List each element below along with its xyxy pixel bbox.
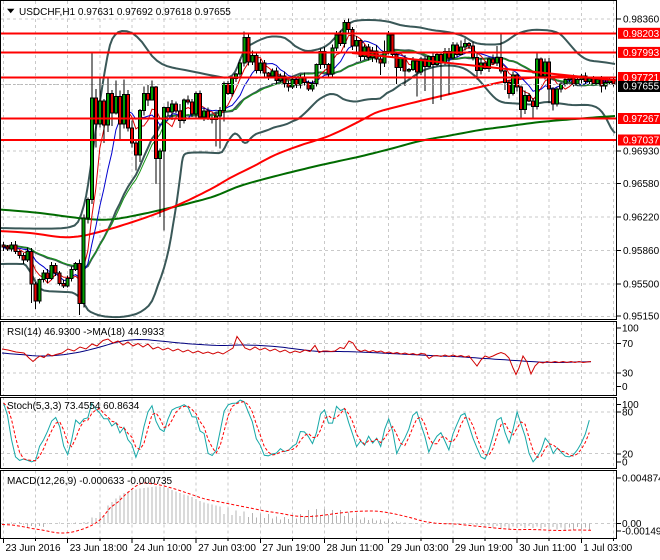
svg-text:24 Jun 10:00: 24 Jun 10:00 — [134, 543, 192, 554]
svg-text:MACD(12,26,9) -0.000633 -0.000: MACD(12,26,9) -0.000633 -0.000735 — [7, 476, 173, 487]
svg-text:0.95150: 0.95150 — [623, 312, 660, 323]
svg-text:29 Jun 03:00: 29 Jun 03:00 — [391, 543, 449, 554]
svg-text:0: 0 — [622, 382, 628, 393]
svg-text:70: 70 — [622, 339, 634, 350]
svg-text:0.97267: 0.97267 — [623, 114, 660, 125]
svg-text:0.96580: 0.96580 — [623, 179, 660, 190]
svg-text:0.97721: 0.97721 — [623, 73, 660, 84]
svg-text:0.97037: 0.97037 — [623, 136, 660, 147]
svg-text:Stoch(5,3,3) 73.4554 60.8634: Stoch(5,3,3) 73.4554 60.8634 — [7, 401, 140, 412]
svg-text:0.004874: 0.004874 — [622, 474, 660, 485]
svg-text:30 Jun 11:00: 30 Jun 11:00 — [519, 543, 577, 554]
svg-text:0.97655: 0.97655 — [623, 82, 660, 93]
svg-text:20: 20 — [622, 450, 634, 461]
svg-text:0.00: 0.00 — [622, 519, 642, 530]
svg-text:0: 0 — [622, 457, 628, 468]
svg-text:29 Jun 19:00: 29 Jun 19:00 — [455, 543, 513, 554]
svg-text:30: 30 — [622, 369, 634, 380]
svg-text:0.98360: 0.98360 — [623, 15, 660, 26]
svg-text:100: 100 — [622, 400, 639, 411]
svg-text:0.98203: 0.98203 — [623, 29, 660, 40]
svg-text:80: 80 — [622, 408, 634, 419]
svg-text:1 Jul 03:00: 1 Jul 03:00 — [583, 543, 632, 554]
svg-text:28 Jun 11:00: 28 Jun 11:00 — [327, 543, 385, 554]
svg-text:23 Jun 18:00: 23 Jun 18:00 — [70, 543, 128, 554]
svg-text:100: 100 — [622, 324, 639, 335]
svg-text:27 Jun 03:00: 27 Jun 03:00 — [198, 543, 256, 554]
svg-text:23 Jun 2016: 23 Jun 2016 — [6, 543, 61, 554]
svg-text:RSI(14) 46.9300 ->MA(18) 44.9: RSI(14) 46.9300 ->MA(18) 44.9933 — [7, 327, 164, 338]
svg-text:0.97993: 0.97993 — [623, 48, 660, 59]
svg-text:0.95860: 0.95860 — [623, 246, 660, 257]
svg-text:0.95500: 0.95500 — [623, 280, 660, 291]
svg-text:0.96930: 0.96930 — [623, 147, 660, 158]
svg-text:27 Jun 19:00: 27 Jun 19:00 — [262, 543, 320, 554]
svg-text:0.96220: 0.96220 — [623, 213, 660, 224]
svg-text:USDCHF,H1 0.97631 0.97692 0.9: USDCHF,H1 0.97631 0.97692 0.97618 0.9765… — [19, 7, 231, 18]
